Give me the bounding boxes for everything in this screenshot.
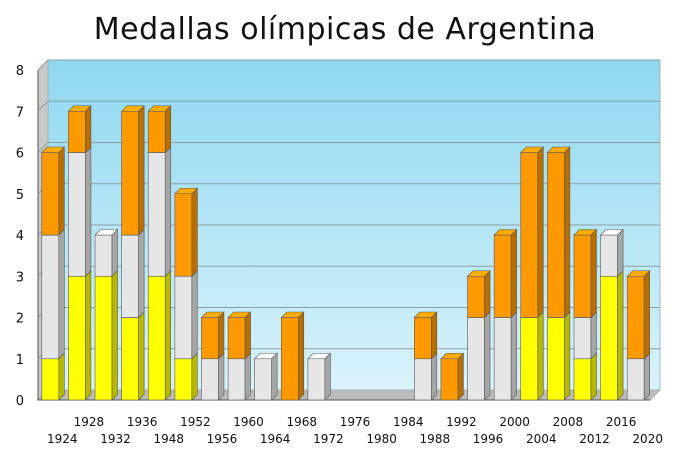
bar-1924-series-2 [41,228,66,360]
bar-2012-series-1 [573,352,598,401]
x-tick-label: 1936 [127,415,158,429]
x-tick-label: 1996 [473,432,504,446]
y-tick-label: 3 [16,270,24,285]
bar-2000-series-3 [493,228,518,319]
x-tick-label: 2000 [499,415,530,429]
x-tick-label: 1932 [100,432,131,446]
x-tick-label: 2008 [553,415,584,429]
bar-2016-series-1 [599,270,624,401]
bar-1972-series-2 [307,352,332,401]
x-tick-label: 1968 [287,415,318,429]
bar-1952-series-1 [174,352,199,401]
bar-1928-series-3 [67,105,92,154]
bar-2012-series-3 [573,228,598,319]
x-tick-label: 1956 [207,432,238,446]
bar-1948-series-1 [147,270,172,401]
x-tick-label: 1972 [313,432,344,446]
y-tick-label: 5 [16,188,24,203]
bar-1924-series-3 [41,146,66,236]
bar-1960-series-3 [227,311,252,360]
bar-1968-series-3 [280,311,305,401]
x-tick-label: 1924 [47,432,78,446]
bar-2000-series-2 [493,311,518,401]
bar-1964-series-2 [253,352,278,401]
bar-2020-series-2 [626,352,651,401]
y-tick-label: 4 [16,229,24,244]
x-tick-label: 1952 [180,415,211,429]
bar-1932-series-2 [94,228,119,277]
y-tick-label: 8 [16,64,24,79]
x-tick-label: 2004 [526,432,557,446]
bar-1996-series-2 [466,311,491,401]
bar-1952-series-3 [174,187,199,277]
bar-1948-series-2 [147,146,172,277]
bar-1932-series-1 [94,270,119,401]
bar-1988-series-3 [413,311,438,360]
x-tick-label: 1928 [74,415,105,429]
x-tick-label: 1980 [366,432,397,446]
bar-1988-series-2 [413,352,438,401]
y-tick-label: 6 [16,147,24,162]
x-tick-label: 1984 [393,415,424,429]
bar-1928-series-2 [67,146,92,277]
bar-1936-series-1 [120,311,145,401]
bar-1928-series-1 [67,270,92,401]
y-tick-label: 0 [16,394,24,409]
x-tick-label: 1948 [153,432,184,446]
x-tick-label: 2012 [579,432,610,446]
bar-1936-series-3 [120,105,145,236]
x-tick-label: 2020 [632,432,663,446]
bar-1956-series-3 [200,311,225,360]
chart-title: Medallas olímpicas de Argentina [93,12,597,47]
y-tick-label: 7 [16,105,24,120]
bar-1960-series-2 [227,352,252,401]
y-tick-label: 2 [16,312,24,327]
bar-2004-series-3 [520,146,544,319]
gridline [37,59,660,71]
x-tick-label: 1960 [233,415,264,429]
gridline [37,100,660,112]
bar-2008-series-1 [546,311,571,401]
x-tick-label: 1976 [340,415,371,429]
bar-1996-series-3 [466,270,491,319]
bar-2008-series-3 [546,146,571,319]
bar-1952-series-2 [174,270,199,360]
x-tick-label: 2016 [606,415,637,429]
gridline [37,142,660,153]
bar-1992-series-3 [440,352,465,401]
bar-2004-series-1 [520,311,544,401]
bar-2016-series-2 [599,228,624,277]
bar-1956-series-2 [200,352,225,401]
bar-1936-series-2 [120,228,145,319]
x-tick-label: 1992 [446,415,477,429]
bar-2020-series-3 [626,270,651,360]
x-tick-label: 1988 [420,432,451,446]
bar-1948-series-3 [147,105,172,154]
y-tick-label: 1 [16,353,24,368]
x-tick-label: 1964 [260,432,291,446]
bar-2012-series-2 [573,311,598,360]
bar-1924-series-1 [41,352,66,401]
